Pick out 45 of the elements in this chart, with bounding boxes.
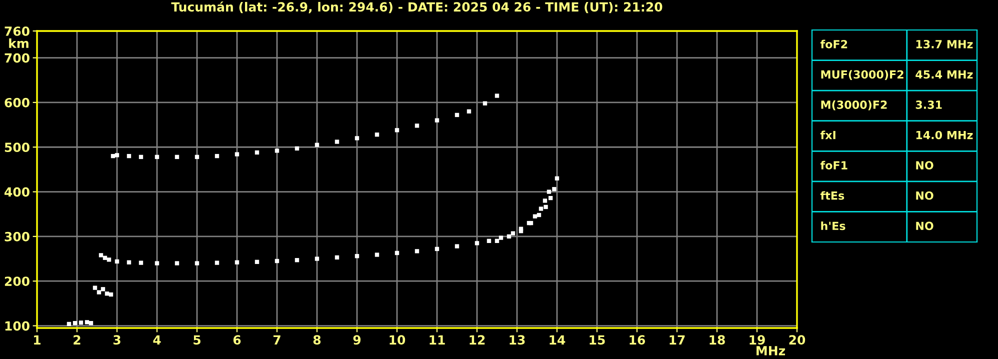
x-tick-label: 5 [194,335,200,345]
x-axis-title: MHz [756,346,785,356]
y-tick-label: 100 [5,321,30,331]
x-tick-label: 15 [590,335,605,345]
text: fxI [820,130,836,140]
y-tick-label: 760 [4,26,30,36]
x-tick-label: 20 [789,335,806,345]
y-tick-label: 700 [4,53,30,63]
x-tick-label: 16 [630,335,646,345]
x-tick-label: 14 [550,335,566,344]
x-tick-label: 7 [273,335,280,344]
x-tick-label: 8 [313,335,321,345]
text: NO [916,161,934,170]
text: foF2 [820,40,848,48]
text: MUF(3000)F2 [821,70,904,80]
y-axis-title: km [9,38,28,48]
text: ftEs [820,191,844,200]
x-tick-label: 11 [430,335,445,344]
text: foF1 [820,160,848,170]
x-tick-label: 3 [113,335,120,345]
text: 3.31 [916,100,942,109]
text: NO [916,222,934,230]
y-tick-label: 400 [4,187,30,197]
x-tick-label: 9 [353,335,361,345]
text: M(3000)F2 [821,100,887,110]
x-tick-label: 17 [670,335,685,344]
y-tick-label: 600 [4,98,30,108]
x-tick-label: 18 [710,335,725,345]
chart-title: Tucumán (lat: -26.9, lon: 294.6) - DATE: 2025 04 26 - TIME (UT): 21:20 [171,1,662,14]
x-tick-label: 1 [34,335,40,344]
x-tick-label: 2 [74,335,80,344]
y-tick-label: 200 [4,276,30,286]
text: 45.4 MHz [916,70,973,79]
x-tick-label: 12 [470,335,485,344]
text: h'Es [821,221,846,230]
y-tick-label: 300 [4,232,30,242]
x-tick-label: 6 [233,335,241,345]
x-tick-label: 4 [153,335,161,344]
x-tick-label: 13 [510,335,525,345]
y-tick-label: 500 [4,142,30,152]
x-tick-label: 19 [750,335,765,345]
text: 14.0 MHz [916,130,973,140]
x-tick-label: 10 [390,335,406,345]
text: NO [916,191,934,200]
text: 13.7 MHz [916,40,973,48]
